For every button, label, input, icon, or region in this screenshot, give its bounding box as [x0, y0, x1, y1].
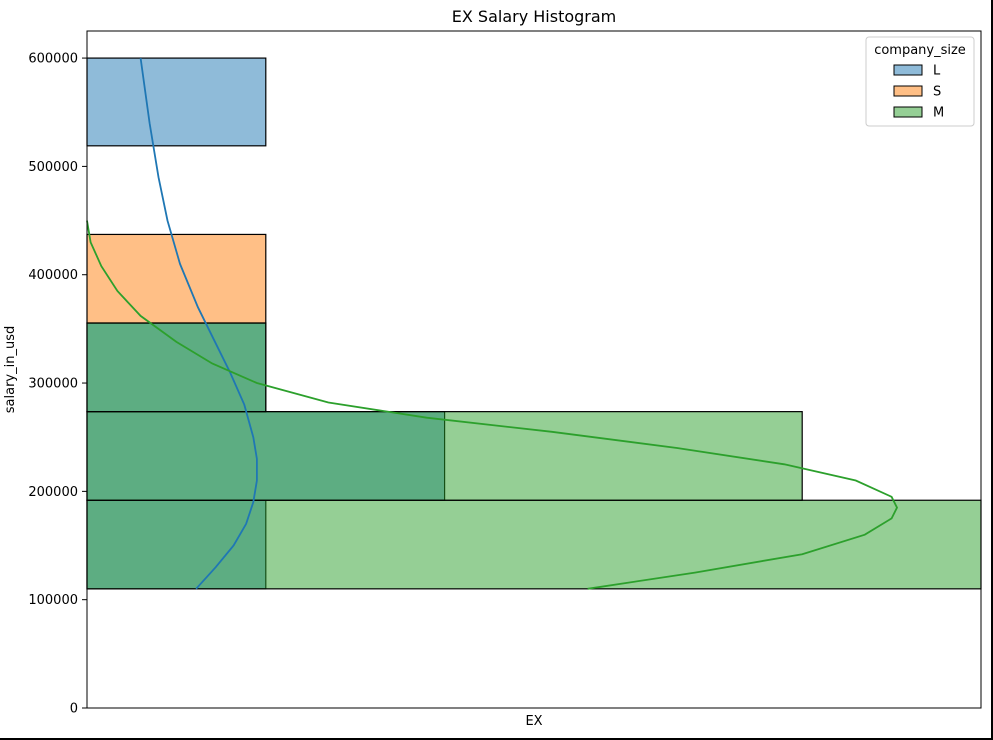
legend-swatch-S — [893, 85, 923, 97]
x-axis-label: EX — [525, 714, 542, 729]
legend-label-L: L — [933, 64, 941, 79]
bar-M — [86, 322, 267, 413]
y-tick-label: 100000 — [28, 593, 78, 608]
y-tick-label: 400000 — [28, 268, 78, 283]
bar-M — [86, 411, 803, 501]
bars-layer — [86, 57, 982, 590]
bar-M — [86, 499, 982, 590]
y-tick-label: 600000 — [28, 52, 78, 67]
chart-title: EX Salary Histogram — [452, 7, 617, 26]
y-axis: 0 100000 200000 300000 400000 500000 600000 — [28, 52, 87, 717]
y-tick-label: 300000 — [28, 377, 78, 392]
plot-frame — [86, 30, 982, 709]
bar-L — [86, 57, 267, 147]
legend-title: company_size — [874, 43, 966, 58]
legend-box — [865, 36, 975, 127]
kde-line-M — [86, 220, 899, 590]
kde-line-L — [139, 57, 258, 590]
bar-S — [86, 233, 267, 324]
kde-layer — [86, 57, 899, 590]
y-tick-label: 500000 — [28, 160, 78, 175]
legend-swatch-M — [893, 106, 923, 118]
legend-label-M: M — [933, 106, 944, 121]
y-axis-label: salary_in_usd — [3, 326, 18, 413]
legend-swatch-L — [893, 64, 923, 76]
y-tick-label: 200000 — [28, 485, 78, 500]
legend: company_size LSM — [865, 36, 975, 127]
y-tick-label: 0 — [70, 702, 78, 717]
legend-label-S: S — [933, 85, 941, 100]
